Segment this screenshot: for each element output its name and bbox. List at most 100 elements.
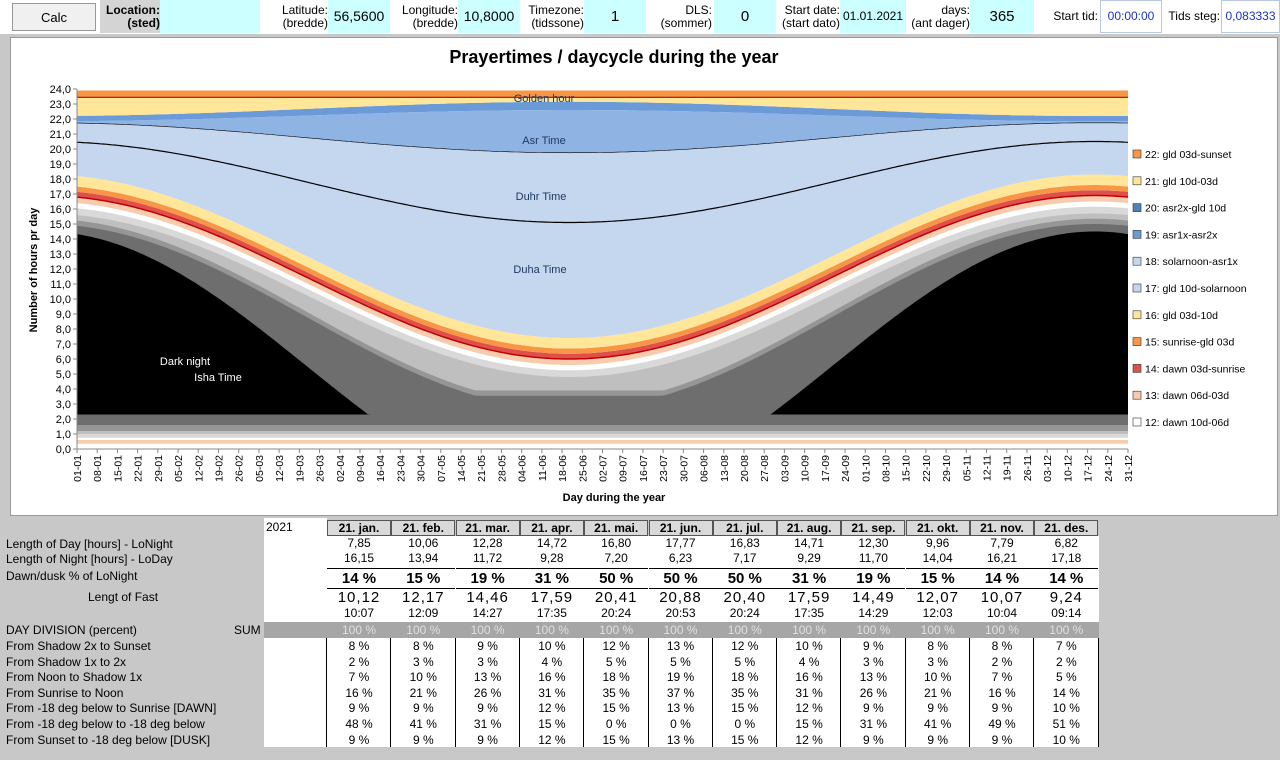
x-tick-label: 03-12 bbox=[1042, 455, 1054, 482]
month-header: 21. mai. bbox=[584, 520, 649, 536]
start-tid-field[interactable]: 00:00:00 bbox=[1100, 0, 1162, 33]
division-cell: 12 % bbox=[602, 639, 630, 653]
row-label: Lengt of Fast bbox=[88, 590, 159, 604]
table-cell: 17,18 bbox=[1051, 551, 1082, 565]
timezone-field[interactable]: 1 bbox=[584, 0, 646, 33]
division-row-label: From Shadow 2x to Sunset bbox=[6, 639, 151, 653]
division-cell: 4 % bbox=[541, 654, 563, 669]
division-cell: 3 % bbox=[927, 654, 949, 669]
division-cell: 8 % bbox=[927, 639, 949, 653]
division-cell: 12 % bbox=[795, 732, 823, 747]
table-cell: 9,24 bbox=[1049, 589, 1083, 606]
division-cell: 31 % bbox=[859, 717, 888, 731]
table-cell: 14 % bbox=[327, 568, 391, 589]
table-cell: 16,15 bbox=[343, 551, 375, 565]
legend-label: 15: sunrise-gld 03d bbox=[1145, 337, 1234, 349]
table-cell: 15 % bbox=[391, 568, 456, 589]
division-cell: 9 % bbox=[863, 732, 884, 747]
y-tick-label: 16,0 bbox=[50, 204, 71, 216]
sum-cell: 100 % bbox=[470, 623, 505, 637]
x-tick-label: 10-12 bbox=[1062, 455, 1074, 482]
table-cell: 12:03 bbox=[922, 606, 953, 620]
division-cell: 5 % bbox=[1055, 670, 1077, 685]
division-cell: 12 % bbox=[538, 701, 566, 716]
legend-label: 19: asr1x-asr2x bbox=[1145, 229, 1218, 241]
row-label: Length of Day [hours] - LoNight bbox=[6, 537, 173, 551]
latitude-field[interactable]: 56,5600 bbox=[328, 0, 390, 33]
dls-label: DLS: (sommer) bbox=[660, 2, 712, 30]
table-cell: 6,23 bbox=[668, 551, 693, 565]
table-cell: 11,72 bbox=[473, 551, 503, 565]
start-date-field[interactable]: 01.01.2021 bbox=[840, 0, 906, 33]
x-tick-label: 18-06 bbox=[557, 455, 569, 482]
calc-button[interactable]: Calc bbox=[12, 3, 96, 31]
dls-field[interactable]: 0 bbox=[714, 0, 776, 33]
table-cell: 16,83 bbox=[729, 536, 760, 550]
table-cell: 20:24 bbox=[601, 606, 632, 620]
longitude-field[interactable]: 10,8000 bbox=[458, 0, 520, 33]
division-cell: 14 % bbox=[1052, 685, 1080, 700]
legend-swatch bbox=[1132, 390, 1142, 400]
division-cell: 2 % bbox=[991, 654, 1013, 669]
table-cell: 14,72 bbox=[536, 536, 567, 550]
band-golden bbox=[77, 97, 1128, 116]
division-cell: 51 % bbox=[1052, 717, 1080, 731]
month-header: 21. nov. bbox=[970, 520, 1034, 536]
division-cell: 0 % bbox=[605, 717, 627, 731]
x-tick-label: 22-01 bbox=[133, 455, 145, 482]
division-cell: 16 % bbox=[795, 670, 823, 685]
y-tick-label: 14,0 bbox=[50, 234, 71, 246]
month-header: 21. okt. bbox=[905, 520, 970, 536]
division-cell: 9 % bbox=[477, 639, 498, 653]
month-header: 21. sep. bbox=[841, 520, 906, 536]
table-cell: 12,30 bbox=[858, 536, 889, 550]
tids-steg-field[interactable]: 0,083333 bbox=[1221, 0, 1280, 33]
table-cell: 9,96 bbox=[926, 536, 950, 550]
y-tick-label: 7,0 bbox=[56, 339, 71, 351]
legend-label: 17: gld 10d-solarnoon bbox=[1145, 283, 1247, 295]
table-cell: 9,29 bbox=[797, 551, 821, 565]
timezone-label: Timezone: (tidssone) bbox=[528, 2, 584, 30]
table-cell: 14,49 bbox=[852, 589, 895, 606]
division-cell: 41 % bbox=[924, 717, 952, 731]
toolbar: Calc Location: (sted) Latitude: (bredde) 5… bbox=[0, 0, 1280, 34]
division-cell: 8 % bbox=[348, 639, 370, 653]
solarnoon-line bbox=[76, 140, 1129, 224]
grid-line bbox=[390, 638, 392, 747]
location-field[interactable] bbox=[160, 0, 260, 33]
y-tick-label: 6,0 bbox=[56, 354, 71, 366]
division-cell: 8 % bbox=[412, 639, 434, 653]
division-cell: 10 % bbox=[538, 639, 566, 653]
division-cell: 9 % bbox=[412, 732, 434, 747]
month-header: 21. feb. bbox=[391, 520, 456, 536]
sum-cell: 100 % bbox=[406, 623, 441, 637]
division-cell: 9 % bbox=[863, 701, 884, 716]
table-cell: 15 % bbox=[905, 568, 970, 589]
band-duhr bbox=[77, 122, 1128, 223]
legend-label: 22: gld 03d-sunset bbox=[1145, 149, 1231, 161]
y-axis-label: Number of hours pr day bbox=[28, 207, 40, 333]
table-cell: 20:24 bbox=[729, 606, 760, 620]
division-cell: 2 % bbox=[1055, 654, 1077, 669]
table-cell: 11,70 bbox=[858, 551, 888, 565]
division-cell: 15 % bbox=[602, 732, 630, 747]
table-cell: 12,17 bbox=[402, 589, 445, 606]
division-cell: 9 % bbox=[991, 732, 1013, 747]
sunrise-line bbox=[76, 194, 1129, 360]
tids-steg-label: Tids steg: bbox=[1168, 9, 1220, 23]
longitude-label: Longitude: (bredde) bbox=[401, 2, 458, 30]
x-tick-label: 05-03 bbox=[254, 455, 266, 482]
y-tick-label: 2,0 bbox=[56, 414, 71, 426]
y-tick-label: 15,0 bbox=[50, 219, 71, 231]
division-cell: 9 % bbox=[412, 701, 434, 716]
division-cell: 5 % bbox=[605, 654, 627, 669]
division-cell: 26 % bbox=[473, 685, 502, 700]
y-tick-label: 13,0 bbox=[50, 249, 71, 261]
division-cell: 15 % bbox=[731, 732, 759, 747]
division-cell: 12 % bbox=[795, 701, 823, 716]
days-field[interactable]: 365 bbox=[970, 0, 1034, 33]
table-cell: 10:04 bbox=[986, 606, 1018, 620]
table-cell: 09:14 bbox=[1051, 606, 1082, 620]
table-cell: 6,82 bbox=[1054, 536, 1078, 550]
legend-label: 14: dawn 03d-sunrise bbox=[1145, 363, 1246, 375]
